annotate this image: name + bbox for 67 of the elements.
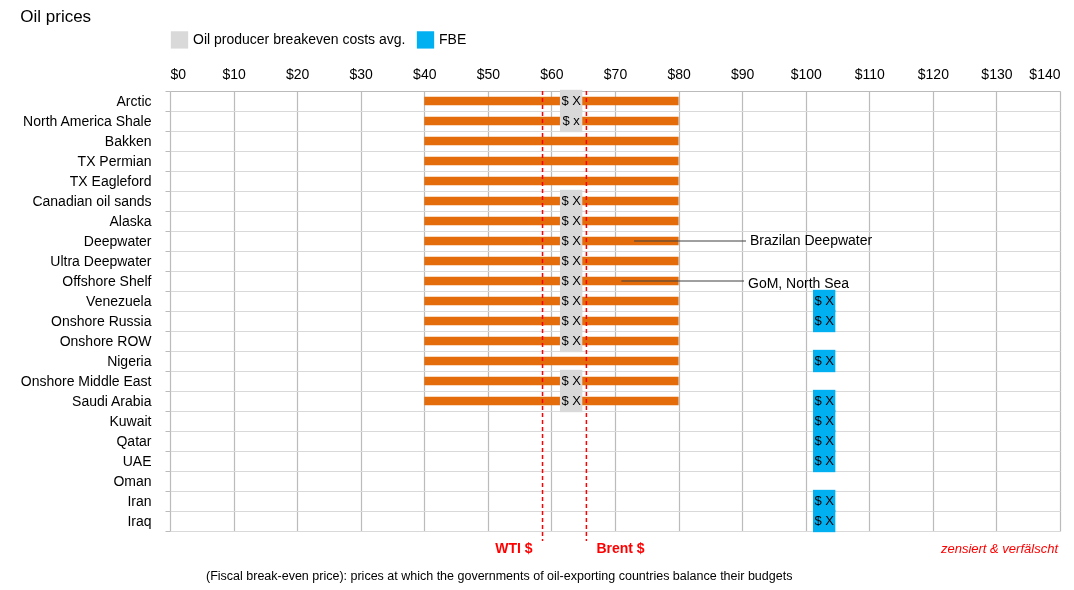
ref-line-label: WTI $ — [495, 540, 533, 556]
data-label: $ X — [561, 293, 582, 308]
x-tick-label: $140 — [1029, 65, 1061, 82]
data-label: $ X — [561, 213, 582, 228]
x-tick-label: $120 — [917, 65, 950, 82]
x-tick-label: $110 — [854, 65, 886, 82]
y-tick-label: Kuwait — [109, 412, 152, 429]
data-label: $ X — [561, 273, 582, 288]
y-tick-label: Nigeria — [107, 352, 152, 369]
x-tick-label: $80 — [667, 65, 691, 82]
y-tick-label: Canadian oil sands — [32, 192, 152, 209]
y-tick-label: Bakken — [104, 132, 152, 149]
y-tick-label: Qatar — [116, 432, 152, 449]
y-tick-label: North America Shale — [23, 112, 152, 129]
y-tick-label: Saudi Arabia — [72, 392, 152, 409]
y-tick-label: TX Permian — [77, 152, 152, 169]
data-label: $ X — [814, 433, 835, 448]
data-label: $ X — [814, 413, 835, 428]
y-tick-label: Oman — [113, 472, 152, 489]
y-tick-label: Deepwater — [83, 232, 152, 249]
data-label: $ x — [562, 113, 581, 128]
data-label: $ X — [814, 453, 835, 468]
y-tick-label: Offshore Shelf — [62, 272, 152, 289]
data-label: $ X — [561, 333, 582, 348]
x-tick-label: $40 — [413, 65, 437, 82]
data-label: $ X — [561, 313, 582, 328]
data-label: $ X — [814, 353, 835, 368]
data-label: $ X — [561, 393, 582, 408]
y-tick-label: Arctic — [116, 92, 152, 109]
y-tick-label: UAE — [122, 452, 152, 469]
x-tick-label: $0 — [170, 65, 187, 82]
y-tick-label: Alaska — [109, 212, 152, 229]
text: zensiert & verfälscht — [939, 541, 1060, 556]
ref-line-label: Brent $ — [596, 540, 645, 556]
x-tick-label: $90 — [730, 65, 755, 82]
y-tick-label: Iran — [127, 492, 152, 509]
data-label: $ X — [814, 493, 835, 508]
data-label: $ X — [814, 393, 835, 408]
chart-title: Oil prices — [20, 7, 92, 26]
data-label: $ X — [561, 193, 582, 208]
x-tick-label: $20 — [285, 65, 310, 82]
x-tick-label: $30 — [349, 65, 374, 82]
y-tick-label: Venezuela — [86, 292, 152, 309]
x-tick-label: $60 — [540, 65, 564, 82]
data-label: $ X — [814, 313, 835, 328]
annotation: Brazilan Deepwater — [750, 232, 873, 248]
y-tick-label: Onshore Middle East — [20, 372, 152, 389]
data-label: $ X — [561, 373, 582, 388]
x-tick-label: $50 — [476, 65, 501, 82]
data-label: $ X — [814, 513, 835, 528]
text: (Fiscal break-even price): prices at which the governments of oil-exporting countries balance their budgets — [206, 569, 793, 583]
data-label: $ X — [814, 293, 835, 308]
x-tick-label: $100 — [790, 65, 822, 82]
y-tick-label: Ultra Deepwater — [50, 252, 152, 269]
y-tick-label: TX Eagleford — [69, 172, 152, 189]
annotation: GoM, North Sea — [748, 275, 850, 291]
x-tick-label: $130 — [981, 65, 1013, 82]
x-tick-label: $70 — [603, 65, 628, 82]
y-tick-label: Onshore Russia — [51, 312, 152, 329]
y-tick-label: Onshore ROW — [59, 332, 153, 349]
x-tick-label: $10 — [222, 65, 246, 82]
legend-label: Oil producer breakeven costs avg. — [193, 30, 406, 47]
data-label: $ X — [561, 93, 582, 108]
legend-label: FBE — [439, 30, 467, 47]
data-label: $ X — [561, 253, 582, 268]
data-label: $ X — [561, 233, 582, 248]
y-tick-label: Iraq — [127, 512, 152, 529]
